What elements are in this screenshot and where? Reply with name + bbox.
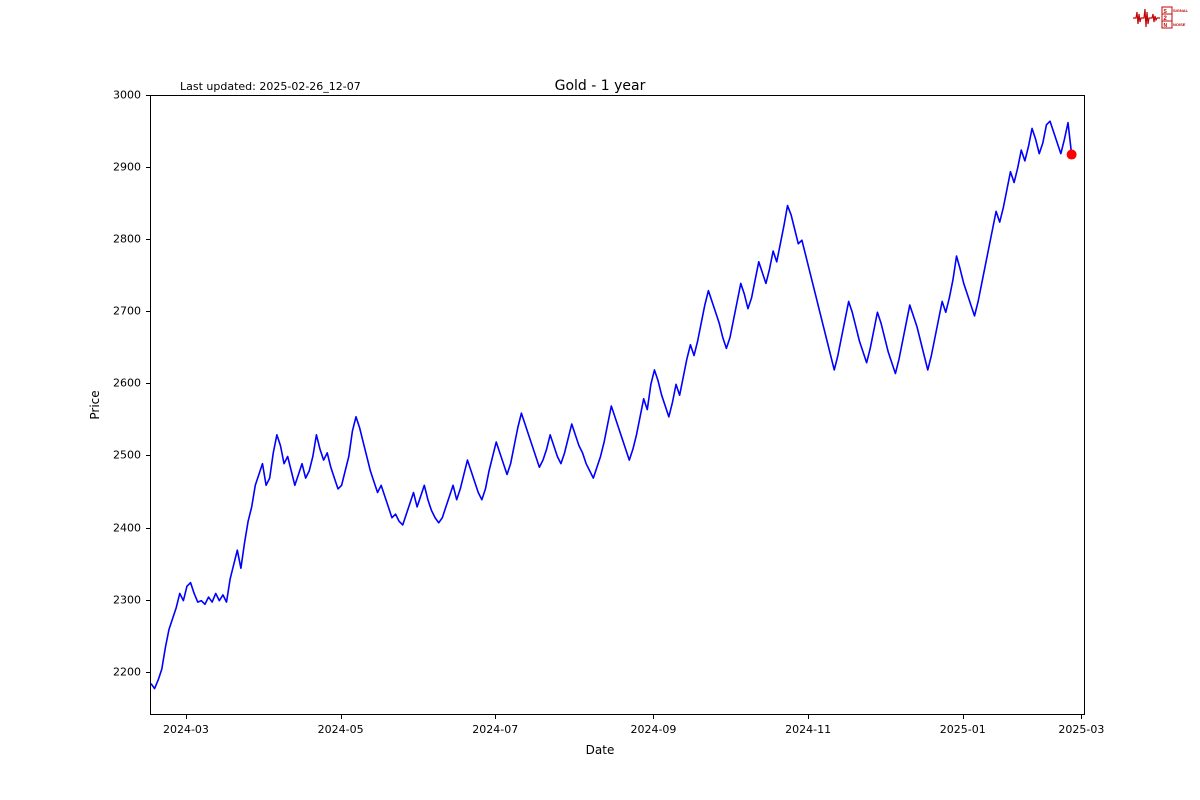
- logo-svg: S 2 N SIGNAL NOISE: [1132, 6, 1192, 30]
- y-tick-mark: [146, 672, 150, 673]
- signal2noise-logo: S 2 N SIGNAL NOISE: [1132, 6, 1192, 30]
- plot-area: [150, 95, 1085, 715]
- x-tick-mark: [808, 715, 809, 719]
- y-tick-mark: [146, 528, 150, 529]
- x-tick-label: 2025-03: [1058, 723, 1104, 736]
- y-tick-mark: [146, 455, 150, 456]
- x-tick-label: 2024-09: [630, 723, 676, 736]
- y-tick-label: 3000: [113, 89, 141, 102]
- y-tick-label: 2600: [113, 377, 141, 390]
- y-tick-mark: [146, 383, 150, 384]
- x-axis-label: Date: [0, 743, 1200, 757]
- y-tick-label: 2300: [113, 593, 141, 606]
- y-tick-label: 2400: [113, 521, 141, 534]
- x-tick-label: 2024-05: [318, 723, 364, 736]
- x-tick-mark: [186, 715, 187, 719]
- y-tick-mark: [146, 311, 150, 312]
- chart-title: Gold - 1 year: [0, 78, 1200, 94]
- svg-text:SIGNAL: SIGNAL: [1173, 8, 1189, 13]
- chart-stage: S 2 N SIGNAL NOISE Last updated: 2025-02…: [0, 0, 1200, 800]
- y-tick-mark: [146, 167, 150, 168]
- x-tick-mark: [653, 715, 654, 719]
- x-tick-label: 2024-03: [163, 723, 209, 736]
- y-axis-label: Price: [88, 390, 102, 419]
- last-close-marker: [1067, 150, 1077, 160]
- x-tick-mark: [963, 715, 964, 719]
- x-tick-mark: [1081, 715, 1082, 719]
- svg-text:N: N: [1164, 23, 1168, 29]
- svg-text:NOISE: NOISE: [1173, 22, 1186, 27]
- x-tick-mark: [341, 715, 342, 719]
- x-tick-label: 2024-11: [785, 723, 831, 736]
- y-tick-label: 2900: [113, 161, 141, 174]
- x-tick-label: 2024-07: [472, 723, 518, 736]
- price-line: [151, 121, 1072, 688]
- y-tick-mark: [146, 239, 150, 240]
- x-tick-label: 2025-01: [940, 723, 986, 736]
- y-tick-label: 2500: [113, 449, 141, 462]
- y-tick-label: 2200: [113, 665, 141, 678]
- y-tick-label: 2800: [113, 233, 141, 246]
- price-line-chart: [151, 96, 1086, 716]
- y-tick-mark: [146, 95, 150, 96]
- x-tick-mark: [495, 715, 496, 719]
- y-tick-mark: [146, 600, 150, 601]
- y-tick-label: 2700: [113, 305, 141, 318]
